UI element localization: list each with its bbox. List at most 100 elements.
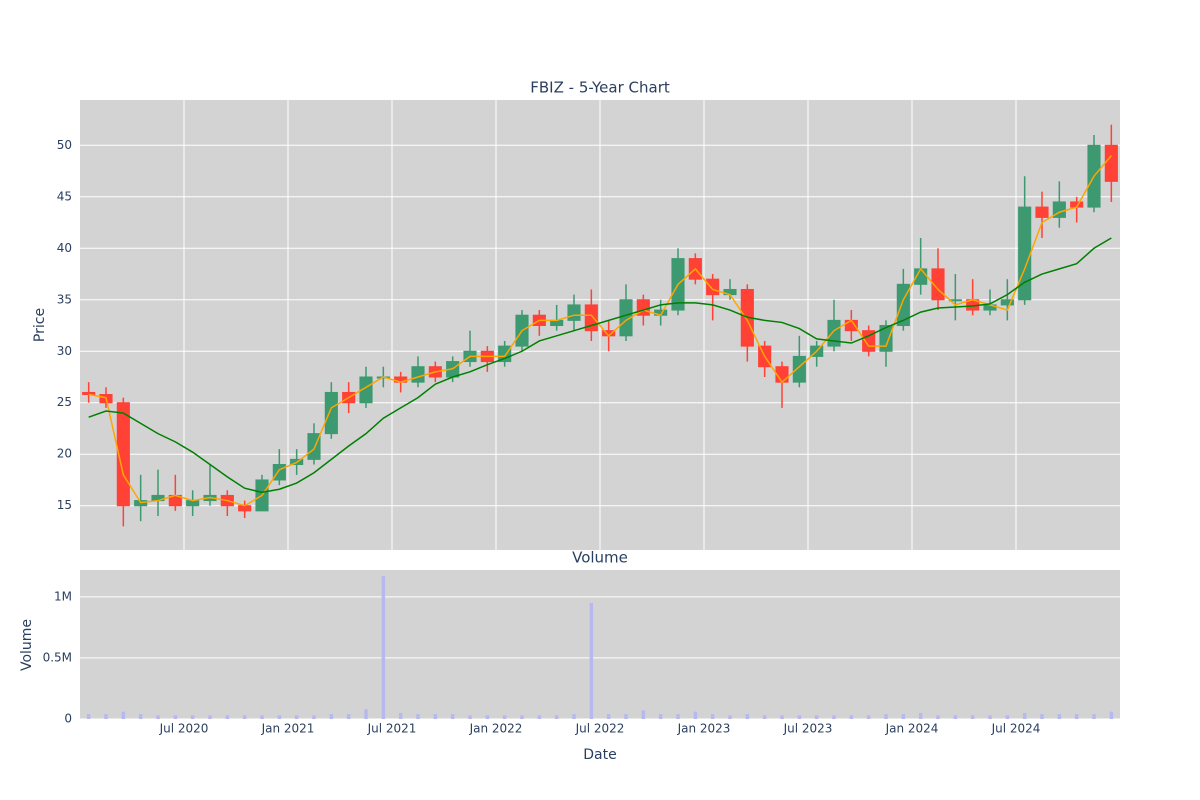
y-tick-label: 30 xyxy=(57,344,72,358)
volume-bar xyxy=(104,714,108,719)
volume-bar xyxy=(693,711,698,719)
candle-body xyxy=(359,376,373,404)
volume-bar xyxy=(1005,715,1010,719)
x-axis-label: Date xyxy=(583,747,616,763)
volume-bar xyxy=(329,714,334,719)
volume-bar xyxy=(658,714,663,719)
volume-bar xyxy=(814,715,819,719)
volume-bar xyxy=(606,714,611,719)
volume-bar xyxy=(364,709,368,719)
volume-bar xyxy=(312,715,316,719)
volume-bar xyxy=(520,715,524,719)
volume-bar xyxy=(450,714,455,719)
y-tick-label: 40 xyxy=(57,241,72,255)
volume-bar xyxy=(918,712,923,719)
candle-body xyxy=(1000,299,1014,306)
x-tick-label: Jan 2023 xyxy=(677,722,731,736)
volume-bar xyxy=(1074,714,1079,719)
volume-bar xyxy=(277,715,282,719)
candle-body xyxy=(879,325,893,352)
volume-bar xyxy=(502,715,507,719)
volume-bar xyxy=(832,715,836,719)
volume-bar xyxy=(1022,712,1027,719)
volume-bar xyxy=(416,714,420,719)
y-tick-label: 0.5M xyxy=(43,650,72,664)
volume-bar xyxy=(936,715,940,719)
volume-bar xyxy=(745,714,750,719)
volume-bar xyxy=(86,714,91,719)
volume-bar xyxy=(797,715,802,719)
volume-bar xyxy=(294,715,299,719)
volume-bar xyxy=(433,714,438,719)
x-tick-label: Jul 2022 xyxy=(575,722,625,736)
volume-bar xyxy=(225,715,230,719)
volume-bar xyxy=(849,715,854,719)
candle-body xyxy=(706,278,720,296)
volume-bar xyxy=(641,710,646,719)
x-tick-label: Jan 2021 xyxy=(261,722,315,736)
chart-title: FBIZ - 5-Year Chart xyxy=(530,79,670,97)
x-tick-label: Jul 2021 xyxy=(367,722,417,736)
x-tick-label: Jul 2020 xyxy=(159,722,209,736)
y-axis-label: Price xyxy=(32,308,48,342)
volume-bar xyxy=(884,714,888,719)
y-tick-label: 45 xyxy=(57,189,72,203)
volume-bar xyxy=(398,712,403,719)
moving-average-line xyxy=(88,155,1112,507)
y-tick-label: 20 xyxy=(57,447,72,461)
volume-bar xyxy=(572,714,576,719)
candle-body xyxy=(567,304,581,321)
volume-bar xyxy=(901,714,906,719)
moving-average-line xyxy=(88,237,1112,494)
x-tick-label: Jul 2023 xyxy=(783,722,833,736)
x-tick-label: Jan 2022 xyxy=(469,722,523,736)
subplot-title: Volume xyxy=(572,549,628,567)
y-tick-label: 15 xyxy=(57,498,72,512)
candle-body xyxy=(324,391,338,435)
candle-body xyxy=(1035,206,1049,218)
volume-bar xyxy=(589,602,594,719)
candle-body xyxy=(775,366,789,383)
y-axis-label: Volume xyxy=(19,619,35,671)
volume-bar xyxy=(762,715,767,719)
volume-bar xyxy=(485,715,490,719)
volume-plot-area xyxy=(80,570,1120,719)
candle-body xyxy=(550,319,564,327)
volume-bar xyxy=(156,715,160,719)
candle-body xyxy=(792,355,806,383)
candle-body xyxy=(827,319,841,347)
volume-bar xyxy=(780,715,784,719)
candle-body xyxy=(186,500,200,507)
y-tick-label: 50 xyxy=(57,138,72,152)
x-tick-label: Jan 2024 xyxy=(885,722,939,736)
volume-bar xyxy=(468,715,472,719)
volume-bar xyxy=(208,715,212,719)
candle-body xyxy=(82,391,96,396)
y-tick-label: 1M xyxy=(54,589,72,603)
volume-bar xyxy=(381,576,386,719)
volume-bar xyxy=(242,715,247,719)
volume-bar xyxy=(1040,714,1044,719)
volume-bar xyxy=(988,715,992,719)
volume-bar xyxy=(190,715,195,719)
y-tick-label: 0 xyxy=(64,712,72,726)
volume-bar xyxy=(1092,714,1096,719)
volume-bar xyxy=(1057,714,1062,719)
volume-bar xyxy=(624,714,628,719)
y-tick-label: 25 xyxy=(57,395,72,409)
volume-bar xyxy=(953,715,958,719)
volume-bar xyxy=(1109,711,1114,719)
volume-bar xyxy=(346,714,351,719)
volume-bar xyxy=(537,715,542,719)
volume-bar xyxy=(554,715,559,719)
candle-body xyxy=(272,464,286,481)
candle-body xyxy=(411,366,425,383)
x-tick-label: Jul 2024 xyxy=(991,722,1041,736)
volume-bar xyxy=(710,714,715,719)
volume-bar xyxy=(121,711,126,719)
volume-bar xyxy=(260,715,264,719)
candle-body xyxy=(896,283,910,327)
y-tick-label: 35 xyxy=(57,292,72,306)
volume-bar xyxy=(676,714,680,719)
